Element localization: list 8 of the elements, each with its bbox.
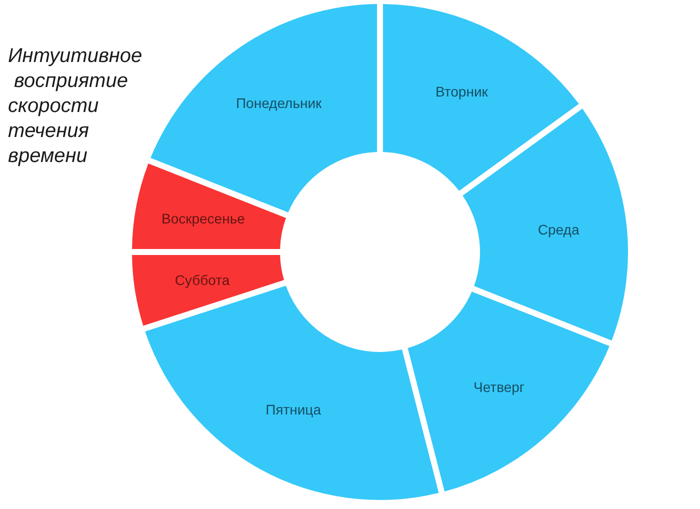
slice-label: Пятница [266,402,322,418]
slice-label: Суббота [174,272,230,288]
text: Интуитивное восприятие скорости течения времени [8,45,142,167]
slice-label: Среда [538,221,580,238]
slice-label: Вторник [436,84,489,100]
slice-label: Четверг [474,379,525,396]
slice-label: Воскресенье [161,210,246,226]
slice-label: Понедельник [236,95,323,112]
